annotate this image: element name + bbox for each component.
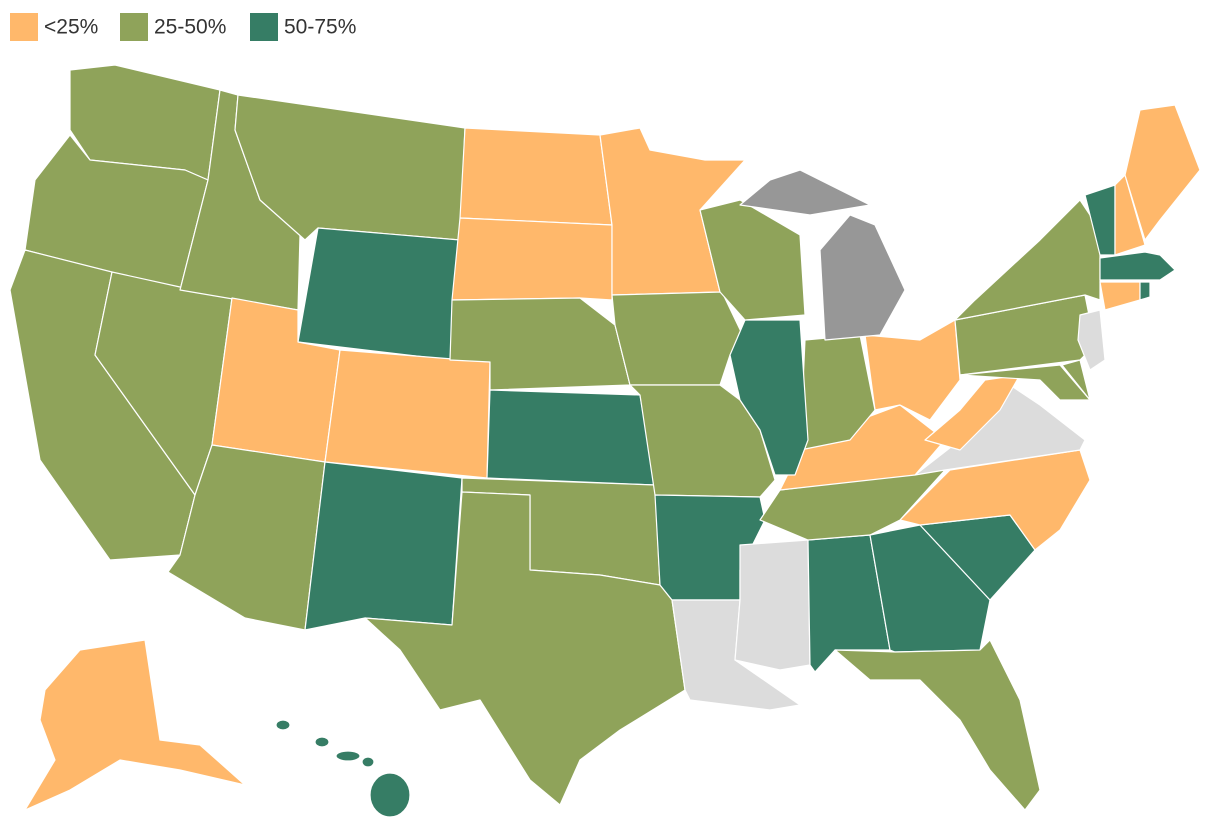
state: [1114, 174, 1146, 256]
state: [629, 384, 776, 498]
legend-label: 50-75%: [284, 16, 356, 39]
state: [864, 319, 961, 421]
state: [297, 227, 461, 361]
state: [1099, 251, 1176, 281]
state: [1139, 281, 1151, 301]
state: [486, 389, 656, 486]
state: [834, 639, 1041, 811]
state: [729, 319, 809, 476]
state: [275, 719, 291, 731]
state: [451, 217, 613, 301]
state: [24, 639, 246, 811]
states: [9, 64, 1201, 818]
state: [599, 127, 746, 296]
state: [324, 349, 491, 479]
legend-label: <25%: [44, 16, 98, 39]
legend-label: 25-50%: [154, 16, 226, 39]
state: [459, 127, 613, 226]
legend-swatch: [120, 13, 148, 41]
state: [1061, 359, 1091, 401]
state: [361, 756, 375, 768]
legend-swatch: [10, 13, 38, 41]
state: [364, 491, 686, 806]
state: [1077, 309, 1106, 371]
state: [304, 461, 463, 631]
state: [1099, 281, 1141, 311]
state: [1124, 104, 1201, 241]
state: [959, 364, 1091, 401]
state: [449, 297, 631, 391]
state: [734, 539, 811, 671]
legend: <25% 25-50% 50-75%: [10, 13, 356, 41]
state: [819, 214, 906, 341]
state: [739, 169, 871, 216]
state: [611, 291, 746, 386]
state: [335, 750, 361, 762]
state: [699, 199, 806, 321]
legend-swatch: [250, 13, 278, 41]
state: [314, 736, 330, 748]
state: [369, 772, 411, 818]
